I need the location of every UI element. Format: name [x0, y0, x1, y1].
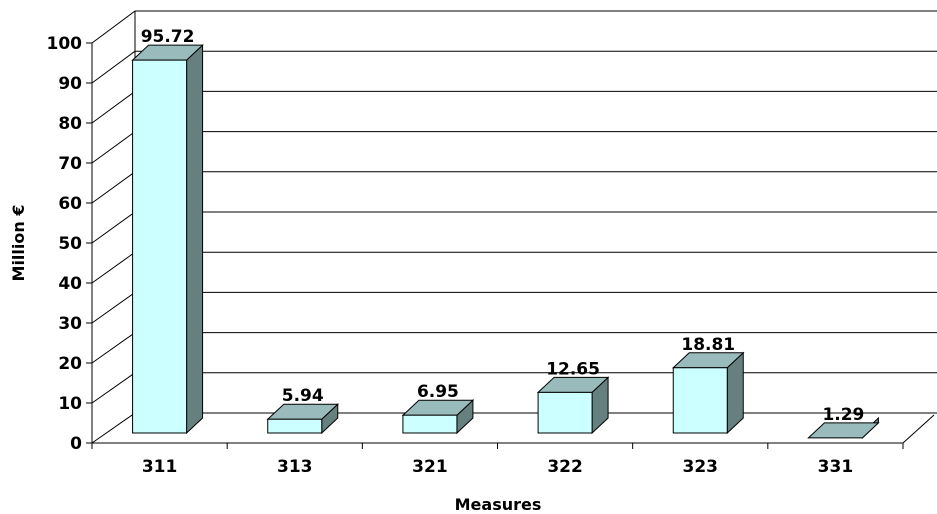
y-tick-label: 10: [58, 394, 82, 414]
x-tick-label-321: 321: [412, 457, 448, 477]
side-wall-gridline: [91, 90, 136, 124]
data-label-313: 5.94: [282, 386, 324, 406]
data-label-321: 6.95: [417, 382, 459, 402]
side-wall-gridline: [91, 10, 136, 44]
bar-top-face: [807, 422, 880, 439]
x-tick-label-311: 311: [142, 457, 178, 477]
side-wall-gridline: [91, 211, 136, 244]
data-label-323: 18.81: [681, 335, 735, 355]
bar-front-face: [672, 367, 728, 434]
bar-side-face: [186, 43, 204, 435]
bar-311: [131, 43, 204, 435]
y-axis-title: Million €: [9, 205, 28, 282]
x-tick-label-323: 323: [683, 457, 719, 477]
y-tick-label: 100: [47, 34, 83, 54]
x-axis-title: Measures: [455, 495, 542, 514]
y-tick-label: 40: [58, 274, 82, 294]
bars-layer: [131, 43, 880, 439]
bar-front-face: [132, 59, 188, 434]
y-tick-label: 0: [70, 434, 82, 454]
side-wall-gridline: [91, 372, 136, 404]
x-tick-label-313: 313: [277, 457, 313, 477]
side-wall-gridline: [91, 50, 136, 84]
y-tick-label: 50: [58, 234, 82, 254]
y-tick-label: 30: [58, 314, 82, 334]
x-tick-label-331: 331: [818, 457, 854, 477]
x-tick-label-322: 322: [547, 457, 583, 477]
bar-front-face: [402, 414, 458, 434]
bar-322: [536, 376, 610, 435]
data-label-311: 95.72: [141, 27, 195, 47]
bar-front-face: [537, 391, 593, 434]
bar-331: [807, 416, 880, 439]
side-wall-gridline: [91, 171, 136, 204]
grid-layer: [91, 10, 937, 444]
y-tick-label: 20: [58, 354, 82, 374]
side-wall-gridline: [91, 412, 136, 444]
bar-313: [266, 403, 340, 435]
axes-layer: [86, 42, 935, 449]
data-label-322: 12.65: [546, 359, 600, 379]
bar-321: [401, 399, 475, 435]
y-tick-label: 90: [58, 74, 82, 94]
y-tick-label: 70: [58, 154, 82, 174]
data-label-331: 1.29: [822, 405, 864, 425]
labels-layer: 0 10 20 30 40 50 60 70 80 90 100 95.72 311 5.94 313 6.9…: [47, 27, 865, 477]
side-wall-gridline: [91, 332, 136, 364]
side-wall-gridline: [91, 291, 136, 324]
side-wall-gridline: [91, 251, 136, 284]
side-wall-gridline: [91, 131, 136, 164]
bar-323: [671, 351, 745, 435]
floor-right-edge: [902, 414, 935, 444]
y-tick-label: 60: [58, 194, 82, 214]
bar-front-face: [267, 418, 323, 434]
y-tick-label: 80: [58, 114, 82, 134]
